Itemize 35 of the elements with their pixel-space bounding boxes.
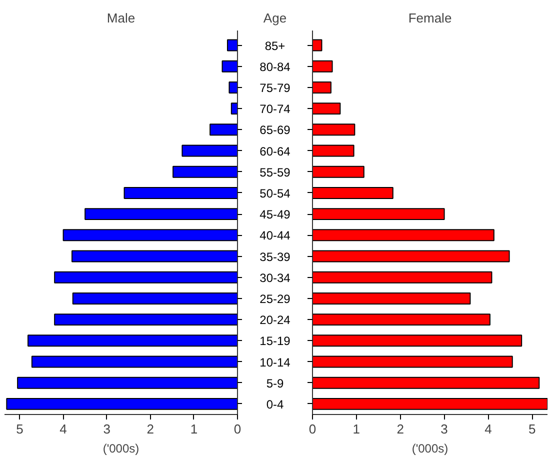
y-tick-label: 35-39 bbox=[260, 250, 291, 264]
x-tick-label: 1 bbox=[190, 422, 198, 436]
y-tick-label: 5-9 bbox=[266, 376, 284, 390]
x-tick-label: 2 bbox=[146, 422, 154, 436]
y-tick-label: 65-69 bbox=[260, 123, 291, 138]
y-axis-title: Age bbox=[263, 10, 287, 26]
x-tick-label: 4 bbox=[484, 422, 492, 436]
y-tick-label: 60-64 bbox=[260, 144, 291, 158]
x-tick-label: 3 bbox=[440, 422, 448, 436]
y-tick-label: 40-44 bbox=[260, 228, 291, 243]
x-tick-label: 0 bbox=[308, 422, 316, 436]
y-tick-label: 50-54 bbox=[260, 186, 291, 200]
y-tick-label: 10-14 bbox=[260, 355, 291, 370]
x-axis-title: ('000s) bbox=[412, 442, 448, 456]
x-tick-label: 1 bbox=[352, 422, 360, 436]
x-tick-label: 3 bbox=[103, 422, 110, 436]
y-tick-label: 25-29 bbox=[260, 292, 291, 306]
y-tick-label: 20-24 bbox=[260, 313, 291, 328]
chart-title: Female bbox=[408, 10, 452, 26]
x-axis-title: ('000s) bbox=[102, 442, 140, 456]
x-tick-label: 5 bbox=[16, 422, 24, 436]
y-tick-label: 85+ bbox=[264, 38, 286, 53]
y-tick-label: 0-4 bbox=[266, 397, 284, 412]
x-tick-label: 0 bbox=[234, 422, 242, 436]
y-tick-label: 15-19 bbox=[260, 334, 291, 348]
x-tick-label: 4 bbox=[60, 422, 67, 436]
chart-title: Male bbox=[106, 10, 136, 26]
y-tick-label: 70-74 bbox=[260, 102, 291, 116]
y-tick-label: 45-49 bbox=[260, 208, 291, 222]
y-tick-label: 30-34 bbox=[260, 270, 291, 285]
x-tick-label: 5 bbox=[528, 422, 536, 436]
y-tick-label: 75-79 bbox=[260, 80, 291, 95]
y-tick-label: 80-84 bbox=[260, 60, 291, 74]
y-tick-label: 55-59 bbox=[260, 165, 291, 180]
x-tick-label: 2 bbox=[396, 422, 404, 436]
